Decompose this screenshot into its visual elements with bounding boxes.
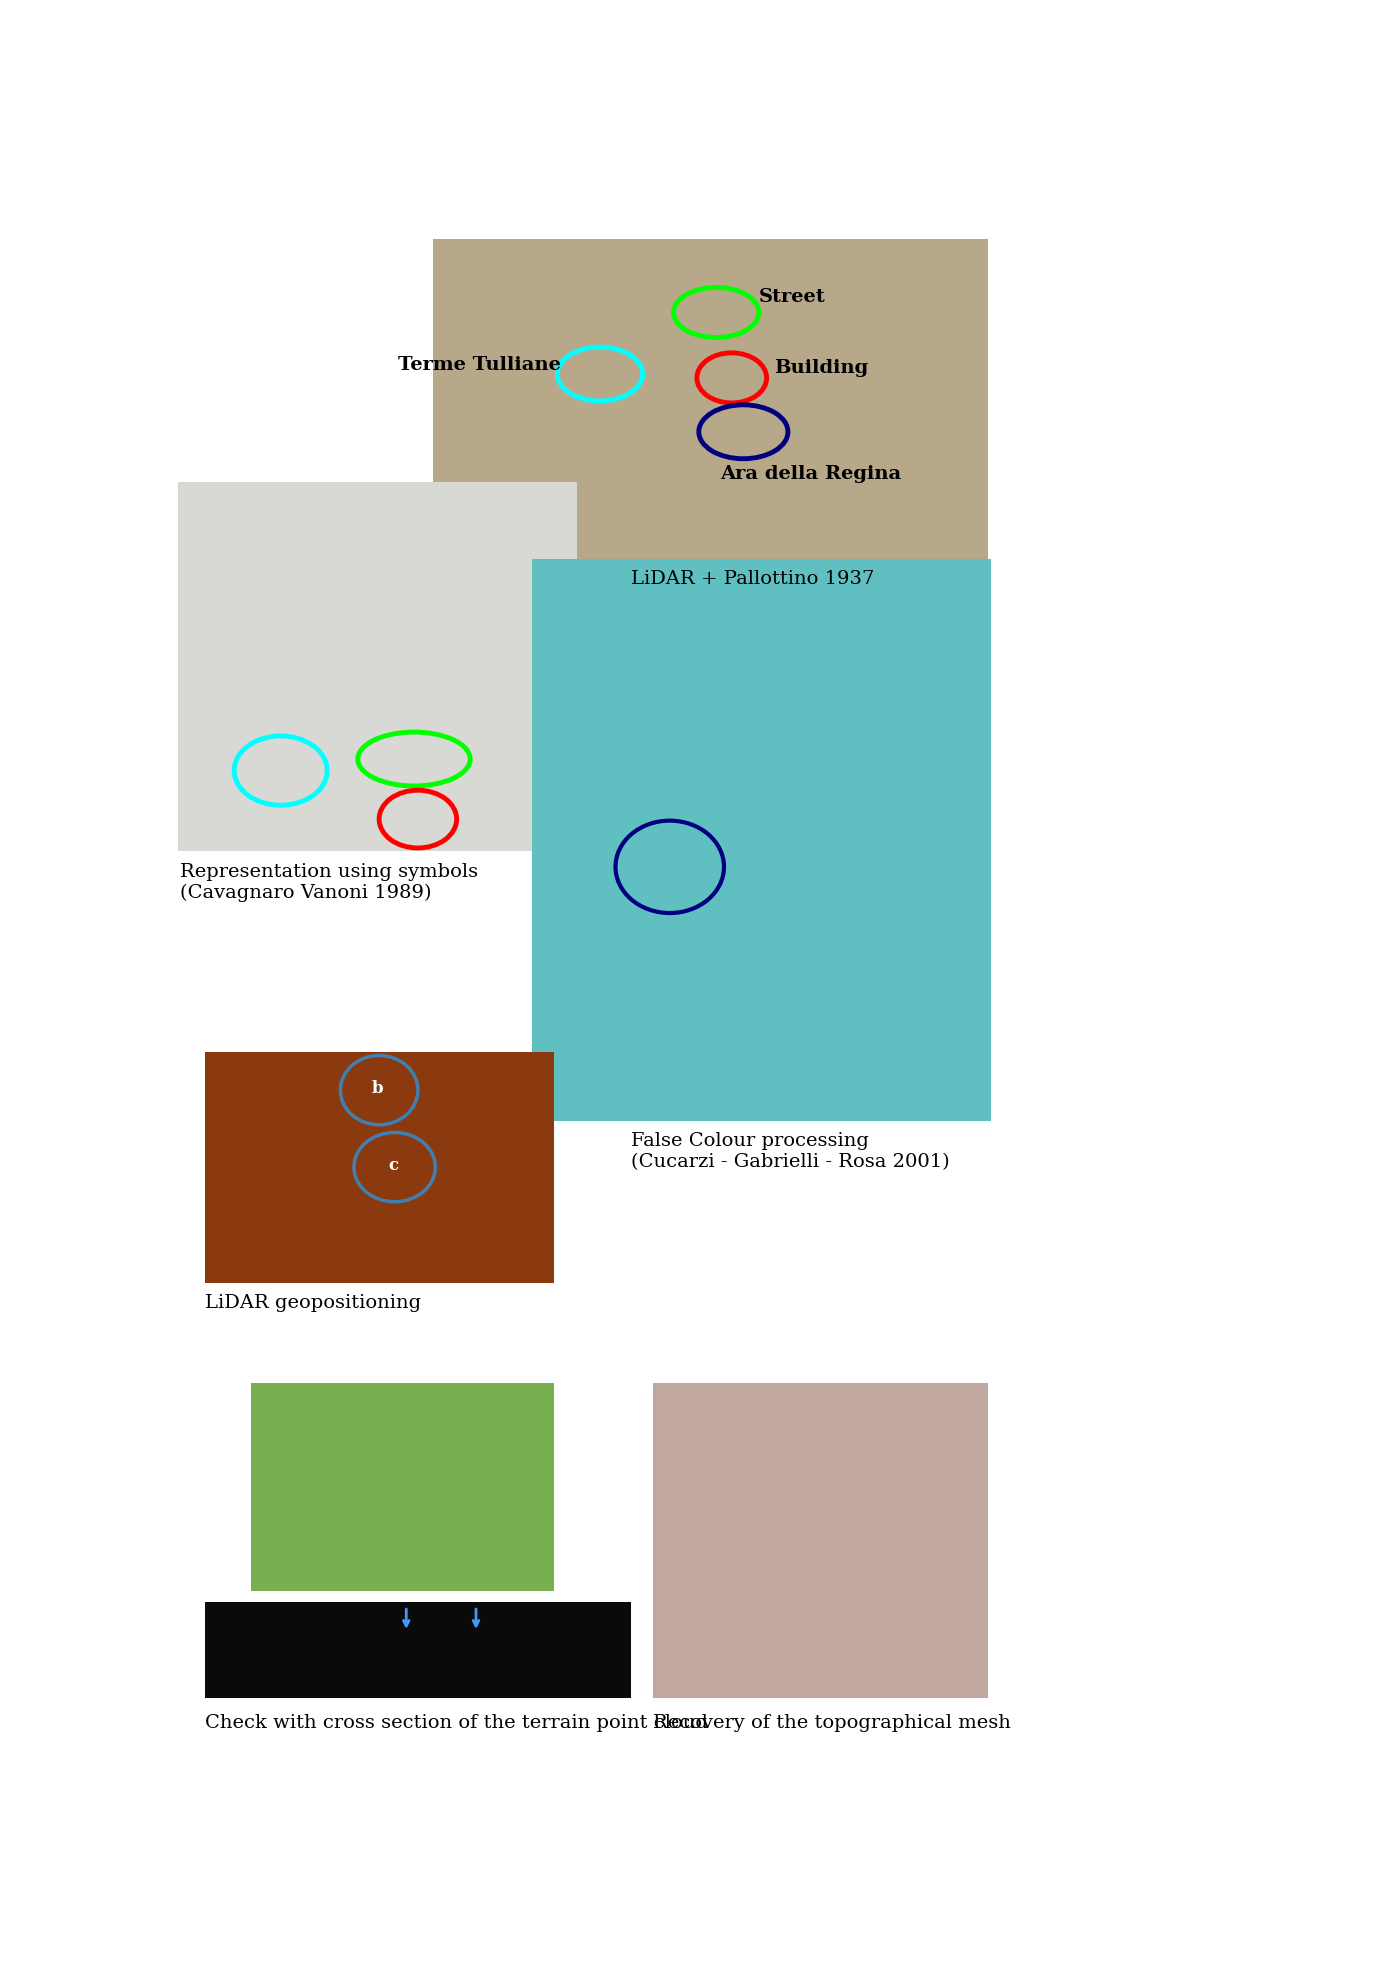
Text: Check with cross section of the terrain point cloud: Check with cross section of the terrain … [204, 1715, 708, 1732]
Text: Street: Street [759, 288, 826, 306]
Text: LiDAR + Pallottino 1937: LiDAR + Pallottino 1937 [631, 571, 874, 589]
Text: False Colour processing
(Cucarzi - Gabrielli - Rosa 2001): False Colour processing (Cucarzi - Gabri… [631, 1132, 949, 1171]
FancyBboxPatch shape [204, 1603, 631, 1699]
FancyBboxPatch shape [653, 1383, 987, 1699]
FancyBboxPatch shape [204, 1052, 553, 1283]
Text: LiDAR geopositioning: LiDAR geopositioning [204, 1295, 421, 1313]
Text: c: c [388, 1158, 398, 1173]
FancyBboxPatch shape [252, 1383, 553, 1591]
Text: b: b [371, 1081, 384, 1097]
FancyBboxPatch shape [178, 483, 577, 852]
Text: Ara della Regina: Ara della Regina [720, 465, 901, 483]
Text: Terme Tulliane: Terme Tulliane [399, 355, 562, 375]
FancyBboxPatch shape [434, 239, 987, 559]
Text: Representation using symbols
(Cavagnaro Vanoni 1989): Representation using symbols (Cavagnaro … [179, 863, 478, 903]
Text: Building: Building [774, 359, 869, 377]
FancyBboxPatch shape [532, 559, 991, 1120]
Text: Recovery of the topographical mesh: Recovery of the topographical mesh [653, 1715, 1011, 1732]
